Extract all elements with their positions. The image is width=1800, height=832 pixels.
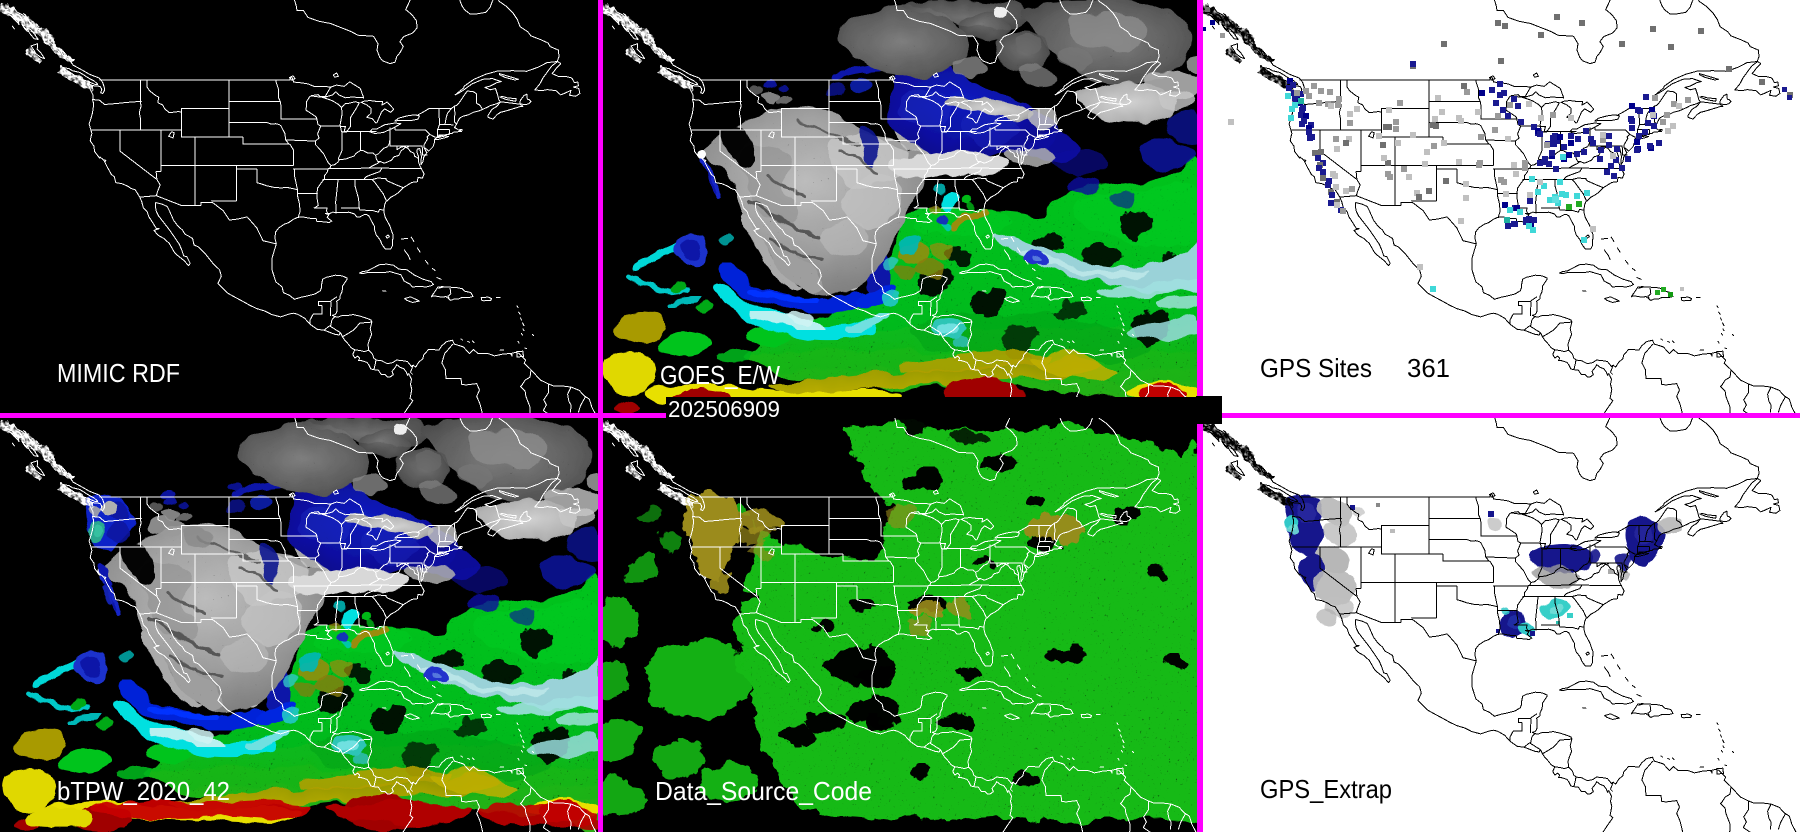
svg-text:202506909: 202506909	[668, 396, 780, 422]
svg-text:GPS_Extrap: GPS_Extrap	[1260, 774, 1392, 804]
svg-text:bTPW_2020_42: bTPW_2020_42	[57, 776, 230, 806]
svg-text:GPS Sites: GPS Sites	[1260, 353, 1372, 383]
svg-text:361: 361	[1407, 353, 1450, 383]
svg-text:Data_Source_Code: Data_Source_Code	[655, 776, 872, 806]
svg-text:MIMIC RDF: MIMIC RDF	[57, 358, 180, 388]
svg-text:GOES_E/W: GOES_E/W	[660, 360, 780, 390]
